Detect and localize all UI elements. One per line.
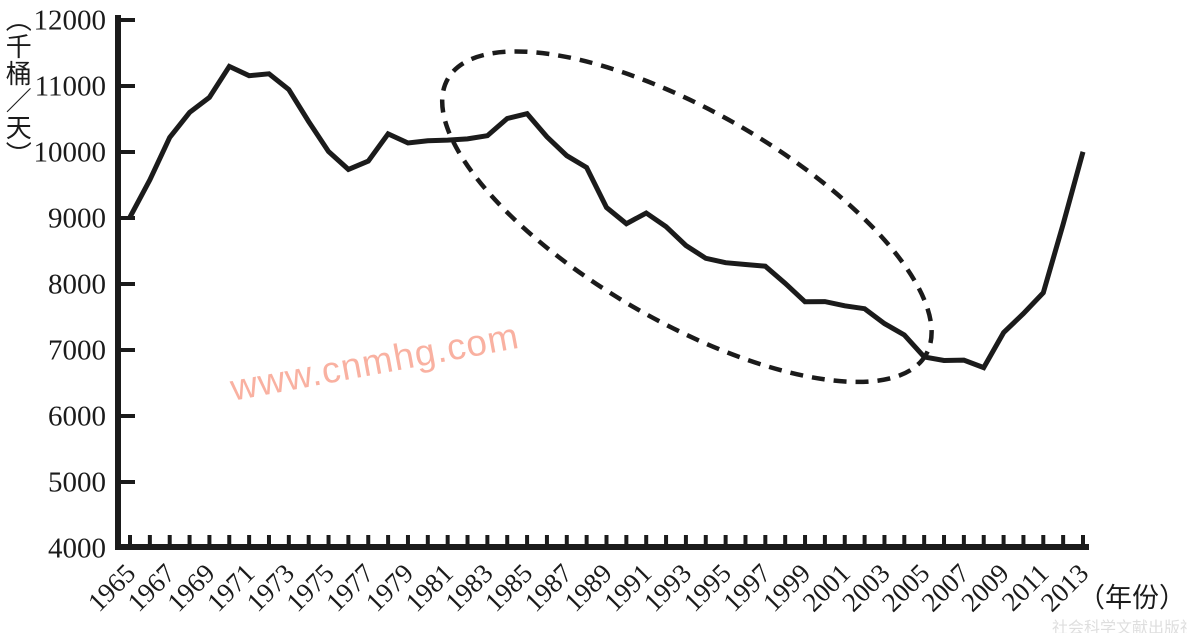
axes bbox=[115, 15, 1089, 550]
publisher-watermark: 社会科学文献出版社 bbox=[1052, 620, 1187, 633]
x-axis-tick-labels: 1965196719691971197319751977197919811983… bbox=[82, 558, 1094, 617]
y-tick-label: 6000 bbox=[48, 401, 106, 433]
y-tick-label: 12000 bbox=[34, 5, 107, 37]
y-axis-unit-label: （千桶／天） bbox=[2, 6, 32, 168]
oil-production-line-series bbox=[127, 63, 1086, 371]
y-tick-label: 10000 bbox=[34, 137, 107, 169]
y-tick-label: 4000 bbox=[48, 533, 106, 565]
y-tick-label: 7000 bbox=[48, 335, 106, 367]
y-tick-label: 9000 bbox=[48, 203, 106, 235]
y-tick-label: 11000 bbox=[35, 71, 106, 103]
decline-highlight-dashed-ellipse bbox=[439, 49, 934, 385]
y-axis-ticks bbox=[118, 18, 135, 550]
y-axis-tick-labels: 12000 11000 10000 9000 8000 7000 6000 5000 4000 bbox=[34, 5, 107, 565]
x-axis-unit-label: （年份） bbox=[1078, 583, 1186, 613]
y-tick-label: 5000 bbox=[48, 467, 106, 499]
x-axis-ticks bbox=[128, 535, 1085, 547]
y-tick-label: 8000 bbox=[48, 269, 106, 301]
